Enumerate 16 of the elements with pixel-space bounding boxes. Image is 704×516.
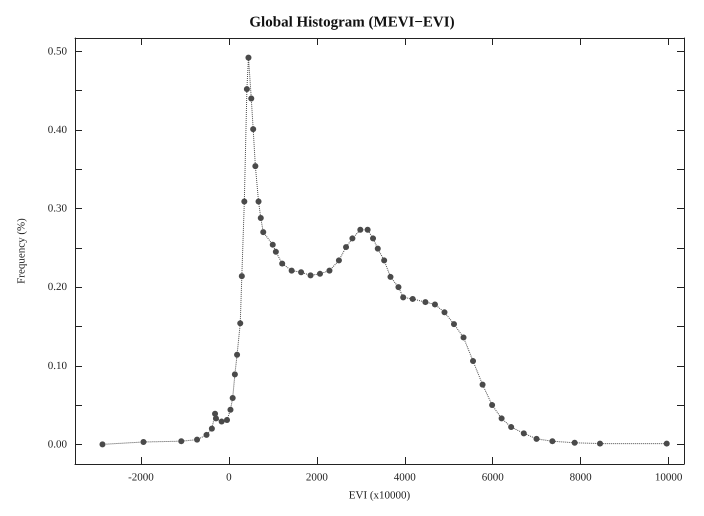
x-tick-label: 0: [226, 472, 232, 484]
chart-title: Global Histogram (MEVI−EVI): [249, 14, 455, 30]
x-tick-label: 10000: [654, 472, 683, 484]
x-tick-label: 2000: [306, 472, 328, 484]
x-axis-title: EVI (x10000): [348, 490, 411, 502]
y-axis-title: Frequency (%): [16, 218, 28, 284]
y-tick-label: 0.20: [48, 281, 68, 294]
y-tick-label: 0.10: [48, 360, 68, 372]
x-tick-label: 8000: [570, 472, 592, 484]
y-tick-label: 0.30: [48, 202, 68, 215]
y-tick-label: 0.50: [48, 45, 68, 58]
y-tick-label: 0.00: [48, 438, 68, 450]
x-tick-label: 4000: [394, 472, 416, 484]
x-tick-label: -2000: [128, 472, 154, 484]
y-tick-label: 0.40: [48, 124, 68, 136]
x-tick-label: 6000: [482, 472, 504, 484]
